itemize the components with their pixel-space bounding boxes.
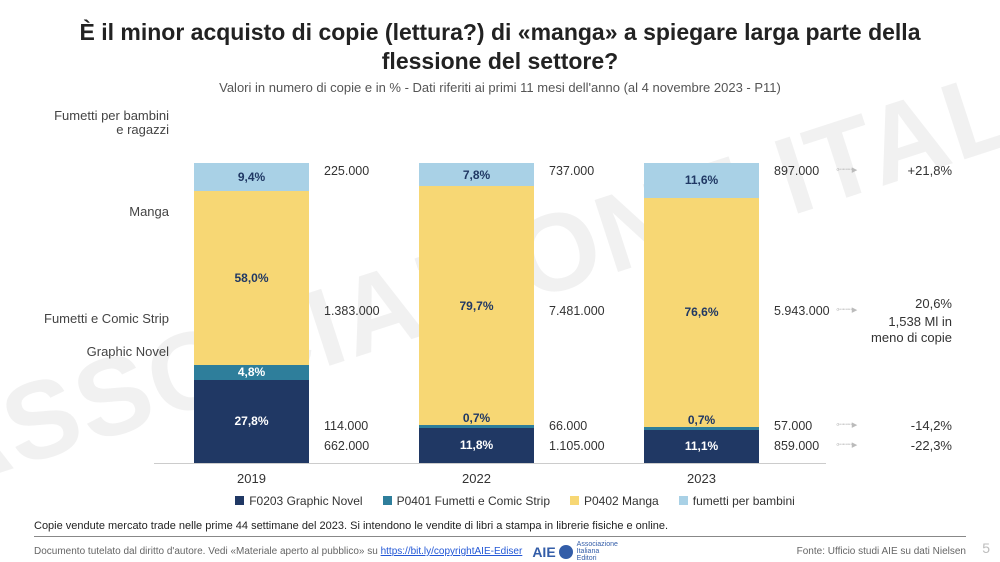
segment-2022-bambini: 7,8% [419, 163, 534, 186]
segment-2023-bambini: 11,6% [644, 163, 759, 198]
arrow-icon: ◦┈┈┈▸ [836, 438, 855, 451]
value-2022-bambini: 737.000 [549, 164, 594, 178]
segment-2023-comic_strip: 0,7% [644, 427, 759, 430]
category-label-manga: Manga [34, 205, 169, 220]
delta-value: 1,538 Ml in [888, 314, 952, 329]
title-line-1: È il minor acquisto di copie (lettura?) … [79, 19, 920, 45]
legend-item-bambini: fumetti per bambini [679, 494, 795, 508]
aie-logo-circle-icon [559, 545, 573, 559]
delta-value: +21,8% [908, 163, 952, 178]
value-2019-bambini: 225.000 [324, 164, 369, 178]
slide-page: È il minor acquisto di copie (lettura?) … [0, 0, 1000, 562]
chart-area: F0203 Graphic NovelP0401 Fumetti e Comic… [34, 105, 966, 499]
footer-source: Fonte: Ufficio studi AIE su dati Nielsen [797, 546, 966, 557]
value-2019-manga: 1.383.000 [324, 304, 380, 318]
segment-2019-comic_strip: 4,8% [194, 365, 309, 379]
value-2019-graphic_novel: 662.000 [324, 439, 369, 453]
value-2022-graphic_novel: 1.105.000 [549, 439, 605, 453]
segment-2023-manga: 76,6% [644, 198, 759, 427]
segment-2019-bambini: 9,4% [194, 163, 309, 191]
bar-2023: 11,1%0,7%76,6%11,6% [644, 163, 759, 463]
page-title: È il minor acquisto di copie (lettura?) … [34, 18, 966, 76]
delta-value: -22,3% [911, 438, 952, 453]
value-2022-manga: 7.481.000 [549, 304, 605, 318]
delta-value: meno di copie [871, 330, 952, 345]
title-line-2: flessione del settore? [382, 48, 618, 74]
footer-doc-note: Documento tutelato dal diritto d'autore.… [34, 546, 522, 557]
bar-2022: 11,8%0,7%79,7%7,8% [419, 163, 534, 463]
year-label-2019: 2019 [194, 471, 309, 486]
legend-item-manga: P0402 Manga [570, 494, 659, 508]
footer: Documento tutelato dal diritto d'autore.… [34, 536, 966, 562]
value-2022-comic_strip: 66.000 [549, 419, 587, 433]
segment-2022-graphic_novel: 11,8% [419, 428, 534, 463]
delta-value: 20,6% [915, 296, 952, 311]
category-label-comic_strip: Fumetti e Comic Strip [34, 312, 169, 327]
legend-item-graphic_novel: F0203 Graphic Novel [235, 494, 362, 508]
arrow-icon: ◦┈┈┈▸ [836, 418, 855, 431]
segment-2022-manga: 79,7% [419, 186, 534, 424]
legend-swatch-icon [383, 496, 392, 505]
arrow-icon: ◦┈┈┈▸ [836, 163, 855, 176]
value-2023-graphic_novel: 859.000 [774, 439, 819, 453]
year-label-2023: 2023 [644, 471, 759, 486]
bar-2019: 27,8%4,8%58,0%9,4% [194, 163, 309, 463]
footer-left: Documento tutelato dal diritto d'autore.… [34, 541, 618, 562]
legend-swatch-icon [235, 496, 244, 505]
page-subtitle: Valori in numero di copie e in % - Dati … [34, 80, 966, 95]
arrow-icon: ◦┈┈┈▸ [836, 303, 855, 316]
value-2019-comic_strip: 114.000 [324, 419, 368, 433]
segment-2023-graphic_novel: 11,1% [644, 430, 759, 463]
aie-logo-subtext: AssociazioneItalianaEditori [577, 541, 618, 562]
category-label-graphic_novel: Graphic Novel [34, 345, 169, 360]
delta-value: -14,2% [911, 418, 952, 433]
value-2023-comic_strip: 57.000 [774, 419, 812, 433]
value-2023-manga: 5.943.000 [774, 304, 830, 318]
aie-logo: AIE AssociazioneItalianaEditori [532, 541, 618, 562]
legend-swatch-icon [570, 496, 579, 505]
year-label-2022: 2022 [419, 471, 534, 486]
legend-swatch-icon [679, 496, 688, 505]
x-axis [154, 463, 826, 464]
category-label-bambini: Fumetti per bambinie ragazzi [34, 109, 169, 139]
copyright-link[interactable]: https://bit.ly/copyrightAIE-Ediser [381, 546, 523, 557]
segment-2019-manga: 58,0% [194, 191, 309, 365]
chart-legend: F0203 Graphic Novel P0401 Fumetti e Comic… [204, 494, 826, 509]
legend-item-comic_strip: P0401 Fumetti e Comic Strip [383, 494, 550, 508]
value-2023-bambini: 897.000 [774, 164, 819, 178]
segment-2019-graphic_novel: 27,8% [194, 380, 309, 463]
footnote: Copie vendute mercato trade nelle prime … [34, 516, 966, 532]
segment-2022-comic_strip: 0,7% [419, 425, 534, 428]
